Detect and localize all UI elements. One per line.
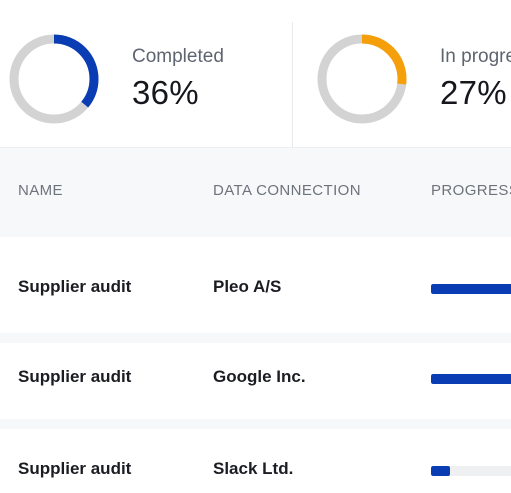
table-row[interactable]: Supplier audit Google Inc.	[0, 343, 511, 419]
row-separator	[0, 419, 511, 429]
stat-card-in-progress: In progress 27%	[293, 0, 511, 147]
row-name-cell: Supplier audit	[18, 277, 132, 296]
column-header-name[interactable]: NAME	[18, 182, 63, 199]
row-name-cell: Supplier audit	[18, 367, 132, 386]
stat-value-completed: 36%	[132, 74, 199, 111]
stat-label-in-progress: In progress	[440, 46, 511, 67]
row-connection-cell: Google Inc.	[213, 367, 306, 386]
row-connection-cell: Pleo A/S	[213, 277, 282, 296]
completed-donut-chart	[9, 34, 99, 124]
audits-table: NAME DATA CONNECTION PROGRESS Supplier a…	[0, 147, 511, 493]
table-row[interactable]: Supplier audit Pleo A/S	[0, 237, 511, 333]
table-row[interactable]: Supplier audit Slack Ltd.	[0, 429, 511, 493]
stat-card-completed: Completed 36%	[0, 0, 292, 147]
column-header-data-connection[interactable]: DATA CONNECTION	[213, 182, 361, 199]
row-name-cell: Supplier audit	[18, 459, 132, 478]
row-progress-fill	[431, 466, 450, 476]
row-progress-bar	[431, 284, 511, 294]
in-progress-donut-chart	[317, 34, 407, 124]
stat-label-completed: Completed	[132, 46, 224, 67]
table-header: NAME DATA CONNECTION PROGRESS	[0, 147, 511, 238]
row-progress-fill	[431, 374, 511, 384]
in-progress-donut-arc	[317, 34, 407, 124]
row-connection-cell: Slack Ltd.	[213, 459, 294, 478]
row-progress-bar	[431, 466, 511, 476]
row-progress-bar	[431, 374, 511, 384]
completed-donut-arc	[9, 34, 99, 124]
row-progress-fill	[431, 284, 511, 294]
stat-divider	[292, 22, 293, 147]
row-separator	[0, 333, 511, 343]
stat-value-in-progress: 27%	[440, 74, 507, 111]
column-header-progress[interactable]: PROGRESS	[431, 182, 511, 199]
summary-stats: Completed 36% In progress 27%	[0, 0, 511, 147]
